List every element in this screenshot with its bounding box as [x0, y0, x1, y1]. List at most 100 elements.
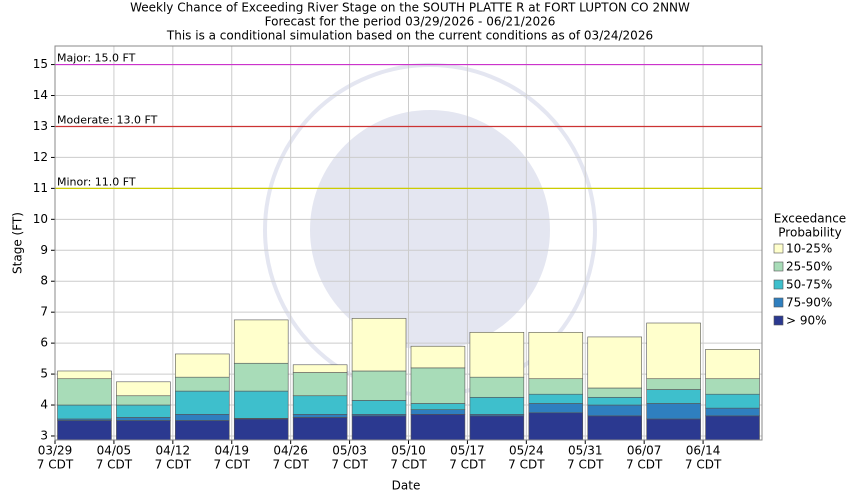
plot-frame — [54, 45, 763, 441]
bar-segment — [410, 403, 466, 410]
y-tick-label: 14 — [33, 88, 48, 102]
threshold-label: Moderate: 13.0 FT — [57, 113, 158, 126]
legend-swatch — [773, 315, 784, 326]
bar-segment — [351, 400, 407, 415]
bar-segment — [410, 409, 466, 415]
y-tick-label: 3 — [40, 428, 48, 442]
bar-segment — [705, 415, 760, 441]
x-tick-sublabel: 7 CDT — [508, 458, 545, 472]
bar-segment — [292, 372, 348, 397]
bar-segment — [528, 403, 584, 414]
bar-segment — [116, 404, 171, 418]
bar-segment — [528, 393, 584, 404]
y-tick-label: 4 — [40, 398, 48, 412]
bar-segment — [175, 420, 230, 441]
x-tick-sublabel: 7 CDT — [155, 458, 192, 472]
bar-segment — [705, 393, 760, 409]
bar-segment — [351, 370, 407, 401]
bar-segment — [528, 331, 584, 380]
x-tick-label: 05/24 — [509, 444, 544, 458]
bar-segment — [469, 376, 525, 398]
chart-subtitle: This is a conditional simulation based o… — [166, 29, 653, 43]
x-tick-sublabel: 7 CDT — [449, 458, 486, 472]
bar-segment — [469, 415, 525, 441]
bar-segment — [587, 396, 642, 406]
bar-segment — [351, 415, 407, 441]
x-tick-label: 04/26 — [273, 444, 308, 458]
bar-segment — [646, 418, 701, 441]
bar-segment — [292, 417, 348, 441]
bar-segment — [469, 331, 525, 378]
y-tick-label: 13 — [33, 119, 48, 133]
x-tick-label: 05/17 — [450, 444, 485, 458]
legend-title: Probability — [778, 226, 841, 240]
chart-subtitle: Forecast for the period 03/29/2026 - 06/… — [265, 15, 556, 29]
bar-segment — [587, 387, 642, 398]
x-tick-label: 03/29 — [38, 444, 73, 458]
bar-segment — [233, 319, 289, 364]
bar-segment — [57, 370, 112, 380]
bar-segment — [175, 390, 230, 415]
bar-segment — [705, 407, 760, 417]
x-tick-sublabel: 7 CDT — [272, 458, 309, 472]
bar-segment — [116, 381, 171, 397]
x-tick-sublabel: 7 CDT — [331, 458, 368, 472]
bar-segment — [292, 395, 348, 415]
legend-swatch — [773, 243, 784, 254]
bar-segment — [57, 420, 112, 441]
bar-segment — [410, 414, 466, 441]
bar-segment — [705, 349, 760, 380]
x-tick-label: 06/14 — [686, 444, 721, 458]
legend-swatch — [773, 279, 784, 290]
x-tick-sublabel: 7 CDT — [626, 458, 663, 472]
bar-segment — [646, 403, 701, 420]
y-tick-label: 10 — [33, 212, 48, 226]
bar-segment — [57, 404, 112, 420]
x-tick-sublabel: 7 CDT — [685, 458, 722, 472]
x-tick-label: 04/12 — [156, 444, 191, 458]
y-tick-label: 5 — [40, 367, 48, 381]
y-tick-label: 12 — [33, 150, 48, 164]
legend-label: 25-50% — [786, 260, 832, 274]
bar-segment — [587, 336, 642, 389]
bar-segment — [116, 420, 171, 441]
legend-swatch — [773, 297, 784, 308]
x-tick-label: 05/31 — [568, 444, 603, 458]
chart-title: Weekly Chance of Exceeding River Stage o… — [130, 1, 690, 15]
bar-segment — [587, 415, 642, 441]
x-tick-sublabel: 7 CDT — [37, 458, 74, 472]
threshold-label: Minor: 11.0 FT — [57, 175, 136, 188]
x-tick-label: 05/10 — [391, 444, 426, 458]
bar-segment — [646, 322, 701, 380]
x-tick-label: 04/05 — [97, 444, 132, 458]
x-axis-label: Date — [392, 479, 421, 493]
legend-swatch — [773, 261, 784, 272]
x-tick-sublabel: 7 CDT — [96, 458, 133, 472]
y-tick-label: 15 — [33, 57, 48, 71]
x-tick-label: 04/19 — [214, 444, 249, 458]
y-tick-label: 8 — [40, 274, 48, 288]
bar-segment — [351, 318, 407, 372]
x-tick-sublabel: 7 CDT — [214, 458, 251, 472]
y-tick-label: 6 — [40, 336, 48, 350]
legend-label: 10-25% — [786, 242, 832, 256]
bar-segment — [175, 376, 230, 392]
bar-segment — [705, 378, 760, 395]
bar-segment — [646, 389, 701, 404]
x-tick-label: 06/07 — [627, 444, 662, 458]
bar-segment — [528, 378, 584, 395]
x-tick-sublabel: 7 CDT — [390, 458, 427, 472]
bar-segment — [233, 418, 289, 441]
legend-label: 75-90% — [786, 296, 832, 310]
y-tick-label: 9 — [40, 243, 48, 257]
bar-segment — [175, 353, 230, 378]
bar-segment — [116, 417, 171, 421]
bar-segment — [646, 378, 701, 390]
x-tick-label: 05/03 — [332, 444, 367, 458]
bar-segment — [175, 414, 230, 421]
bar-segment — [469, 396, 525, 415]
legend-label: 50-75% — [786, 278, 832, 292]
bar-segment — [410, 367, 466, 404]
bar-segment — [292, 414, 348, 418]
